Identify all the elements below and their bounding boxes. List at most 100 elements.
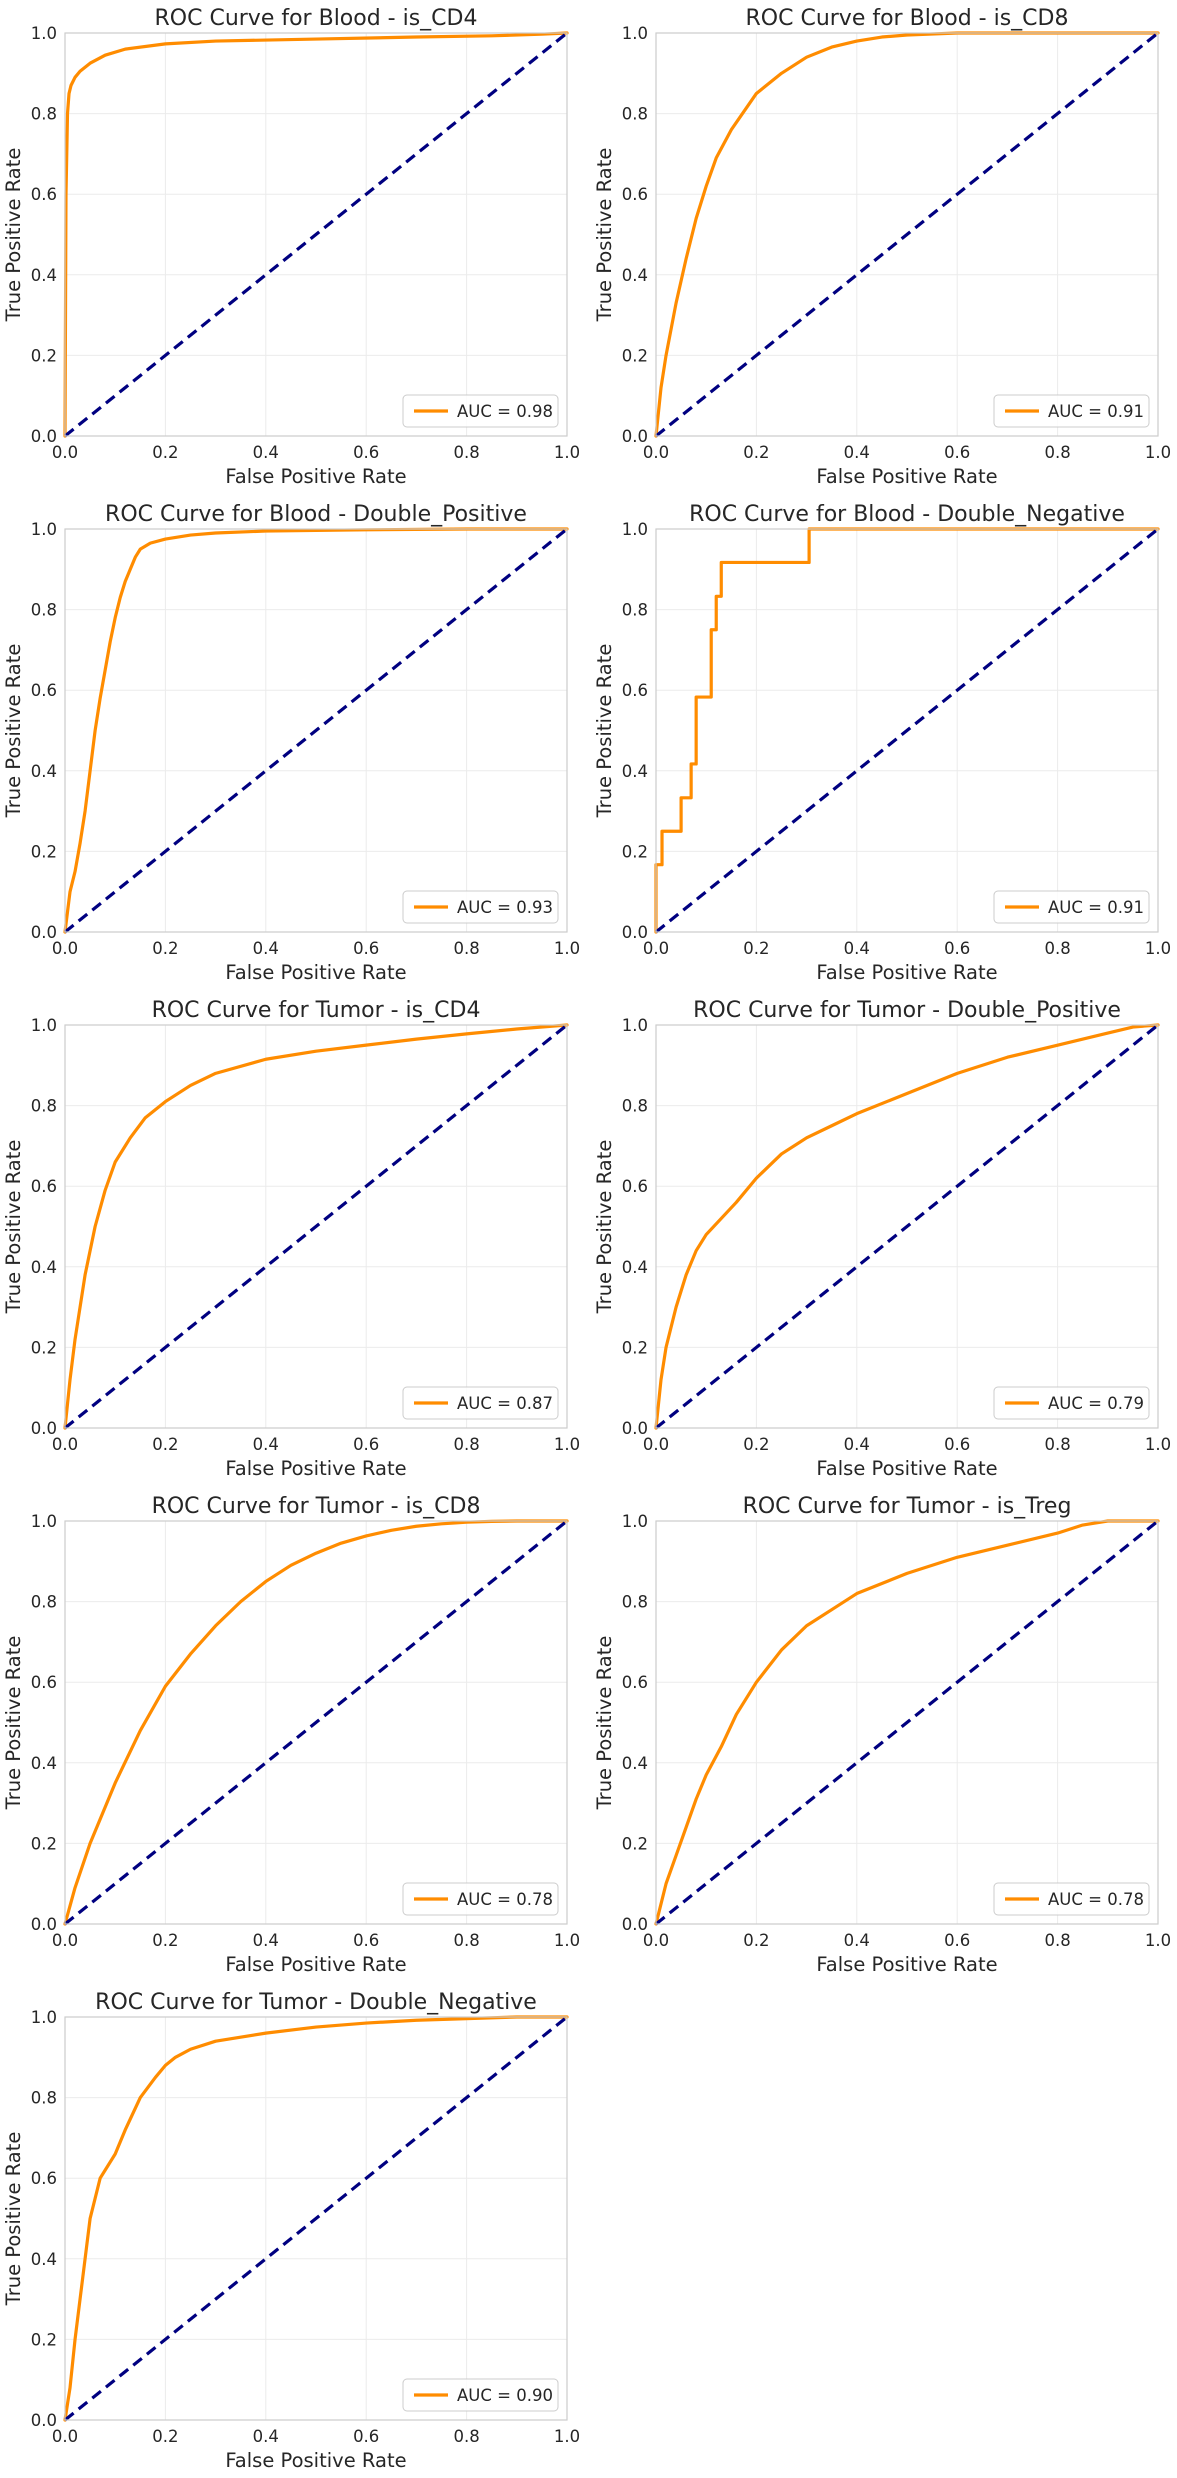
x-tick-label: 0.6 [353,443,379,462]
x-tick-label: 0.6 [353,939,379,958]
y-tick-label: 0.2 [622,346,648,365]
y-tick-label: 0.8 [31,1593,57,1612]
roc-curve-line [63,1023,569,1430]
x-axis-label: False Positive Rate [225,2449,406,2472]
x-tick-label: 0.8 [1044,1931,1070,1950]
chance-diagonal-line [654,1023,1160,1430]
x-tick-label: 0.4 [844,1931,870,1950]
x-tick-label: 0.0 [52,2427,78,2446]
y-axis-label: True Positive Rate [2,644,25,819]
y-tick-label: 1.0 [622,1016,648,1035]
y-tick-label: 0.4 [622,266,648,285]
y-tick-label: 0.6 [31,681,57,700]
y-tick-label: 0.0 [622,427,648,446]
y-tick-label: 0.2 [622,1338,648,1357]
x-axis-label: False Positive Rate [225,465,406,488]
roc-panel-8: 0.0 0.2 0.4 0.6 0.8 1.0 0.0 0.2 0.4 0.6 0.8 1.0 ROC … [593,1494,1171,1976]
chance-diagonal-line [63,2015,569,2422]
y-axis-label: True Positive Rate [593,1636,616,1811]
roc-panel-4: 0.0 0.2 0.4 0.6 0.8 1.0 0.0 0.2 0.4 0.6 0.8 1.0 ROC … [593,502,1171,984]
x-tick-label: 1.0 [554,443,580,462]
chart-title: ROC Curve for Blood - is_CD8 [746,6,1069,31]
y-axis-label: True Positive Rate [2,148,25,323]
plot-frame [655,1024,1159,1429]
x-axis-label: False Positive Rate [816,1457,997,1480]
x-axis-label: False Positive Rate [225,1457,406,1480]
y-tick-label: 0.4 [31,762,57,781]
x-tick-label: 1.0 [554,2427,580,2446]
y-tick-label: 0.4 [31,266,57,285]
y-tick-label: 0.2 [31,1338,57,1357]
roc-curve-line [63,527,569,934]
y-tick-label: 0.8 [31,1097,57,1116]
x-tick-label: 0.4 [844,939,870,958]
y-tick-label: 1.0 [622,520,648,539]
x-tick-label: 0.6 [944,443,970,462]
y-tick-label: 1.0 [31,1016,57,1035]
x-tick-label: 0.8 [453,2427,479,2446]
y-tick-label: 0.0 [31,427,57,446]
x-tick-label: 0.8 [453,443,479,462]
y-axis-label: True Positive Rate [2,2132,25,2307]
legend-box [993,1882,1150,1916]
x-tick-label: 0.2 [743,443,769,462]
y-tick-label: 1.0 [31,24,57,43]
y-tick-label: 1.0 [31,1512,57,1531]
legend-label: AUC = 0.93 [457,898,553,917]
legend-label: AUC = 0.90 [457,2386,553,2405]
y-tick-label: 1.0 [622,1512,648,1531]
legend-label: AUC = 0.78 [457,1890,553,1909]
y-tick-label: 0.6 [31,2169,57,2188]
y-tick-label: 0.4 [31,1754,57,1773]
x-tick-label: 0.4 [253,443,279,462]
legend-label: AUC = 0.87 [457,1394,553,1413]
legend: AUC = 0.87 [402,1386,559,1420]
y-axis-label: True Positive Rate [2,1636,25,1811]
legend-box [993,394,1150,428]
chart-title: ROC Curve for Blood - Double_Positive [105,502,527,527]
x-tick-label: 0.0 [643,939,669,958]
roc-curve-line [654,31,1160,438]
chance-diagonal-line [63,527,569,934]
y-tick-label: 0.6 [622,185,648,204]
legend: AUC = 0.93 [402,890,559,924]
chance-diagonal-line [63,31,569,438]
y-tick-label: 0.6 [622,681,648,700]
x-tick-label: 0.2 [152,939,178,958]
x-tick-label: 0.6 [353,1931,379,1950]
chart-title: ROC Curve for Blood - is_CD4 [155,6,478,31]
x-tick-label: 0.4 [253,1435,279,1454]
x-tick-label: 1.0 [1145,939,1171,958]
chart-title: ROC Curve for Tumor - is_CD4 [152,998,481,1023]
x-tick-label: 0.0 [643,1435,669,1454]
legend: AUC = 0.98 [402,394,559,428]
legend: AUC = 0.91 [993,890,1150,924]
x-tick-label: 1.0 [1145,1435,1171,1454]
legend-label: AUC = 0.79 [1048,1394,1144,1413]
y-tick-label: 0.2 [31,2330,57,2349]
roc-panel-3: 0.0 0.2 0.4 0.6 0.8 1.0 0.0 0.2 0.4 0.6 0.8 1.0 ROC … [2,502,580,984]
x-axis-label: False Positive Rate [816,1953,997,1976]
y-tick-label: 0.8 [622,105,648,124]
roc-panel-7: 0.0 0.2 0.4 0.6 0.8 1.0 0.0 0.2 0.4 0.6 0.8 1.0 ROC … [2,1494,580,1976]
x-tick-label: 0.4 [253,1931,279,1950]
y-tick-label: 0.2 [31,1834,57,1853]
y-tick-label: 0.6 [31,1177,57,1196]
roc-curve-line [63,2015,569,2422]
x-tick-label: 1.0 [1145,1931,1171,1950]
legend-box [402,2378,559,2412]
y-tick-label: 1.0 [622,24,648,43]
x-tick-label: 1.0 [554,1931,580,1950]
x-axis-label: False Positive Rate [225,961,406,984]
y-tick-label: 1.0 [31,2008,57,2027]
chart-title: ROC Curve for Tumor - Double_Negative [95,1990,537,2015]
y-axis-label: True Positive Rate [593,148,616,323]
y-tick-label: 0.4 [31,1258,57,1277]
x-tick-label: 1.0 [554,1435,580,1454]
x-tick-label: 0.2 [152,2427,178,2446]
roc-curve-line [654,1023,1160,1430]
roc-panel-6: 0.0 0.2 0.4 0.6 0.8 1.0 0.0 0.2 0.4 0.6 0.8 1.0 ROC … [593,998,1171,1480]
y-axis-label: True Positive Rate [593,644,616,819]
y-axis-label: True Positive Rate [2,1140,25,1315]
